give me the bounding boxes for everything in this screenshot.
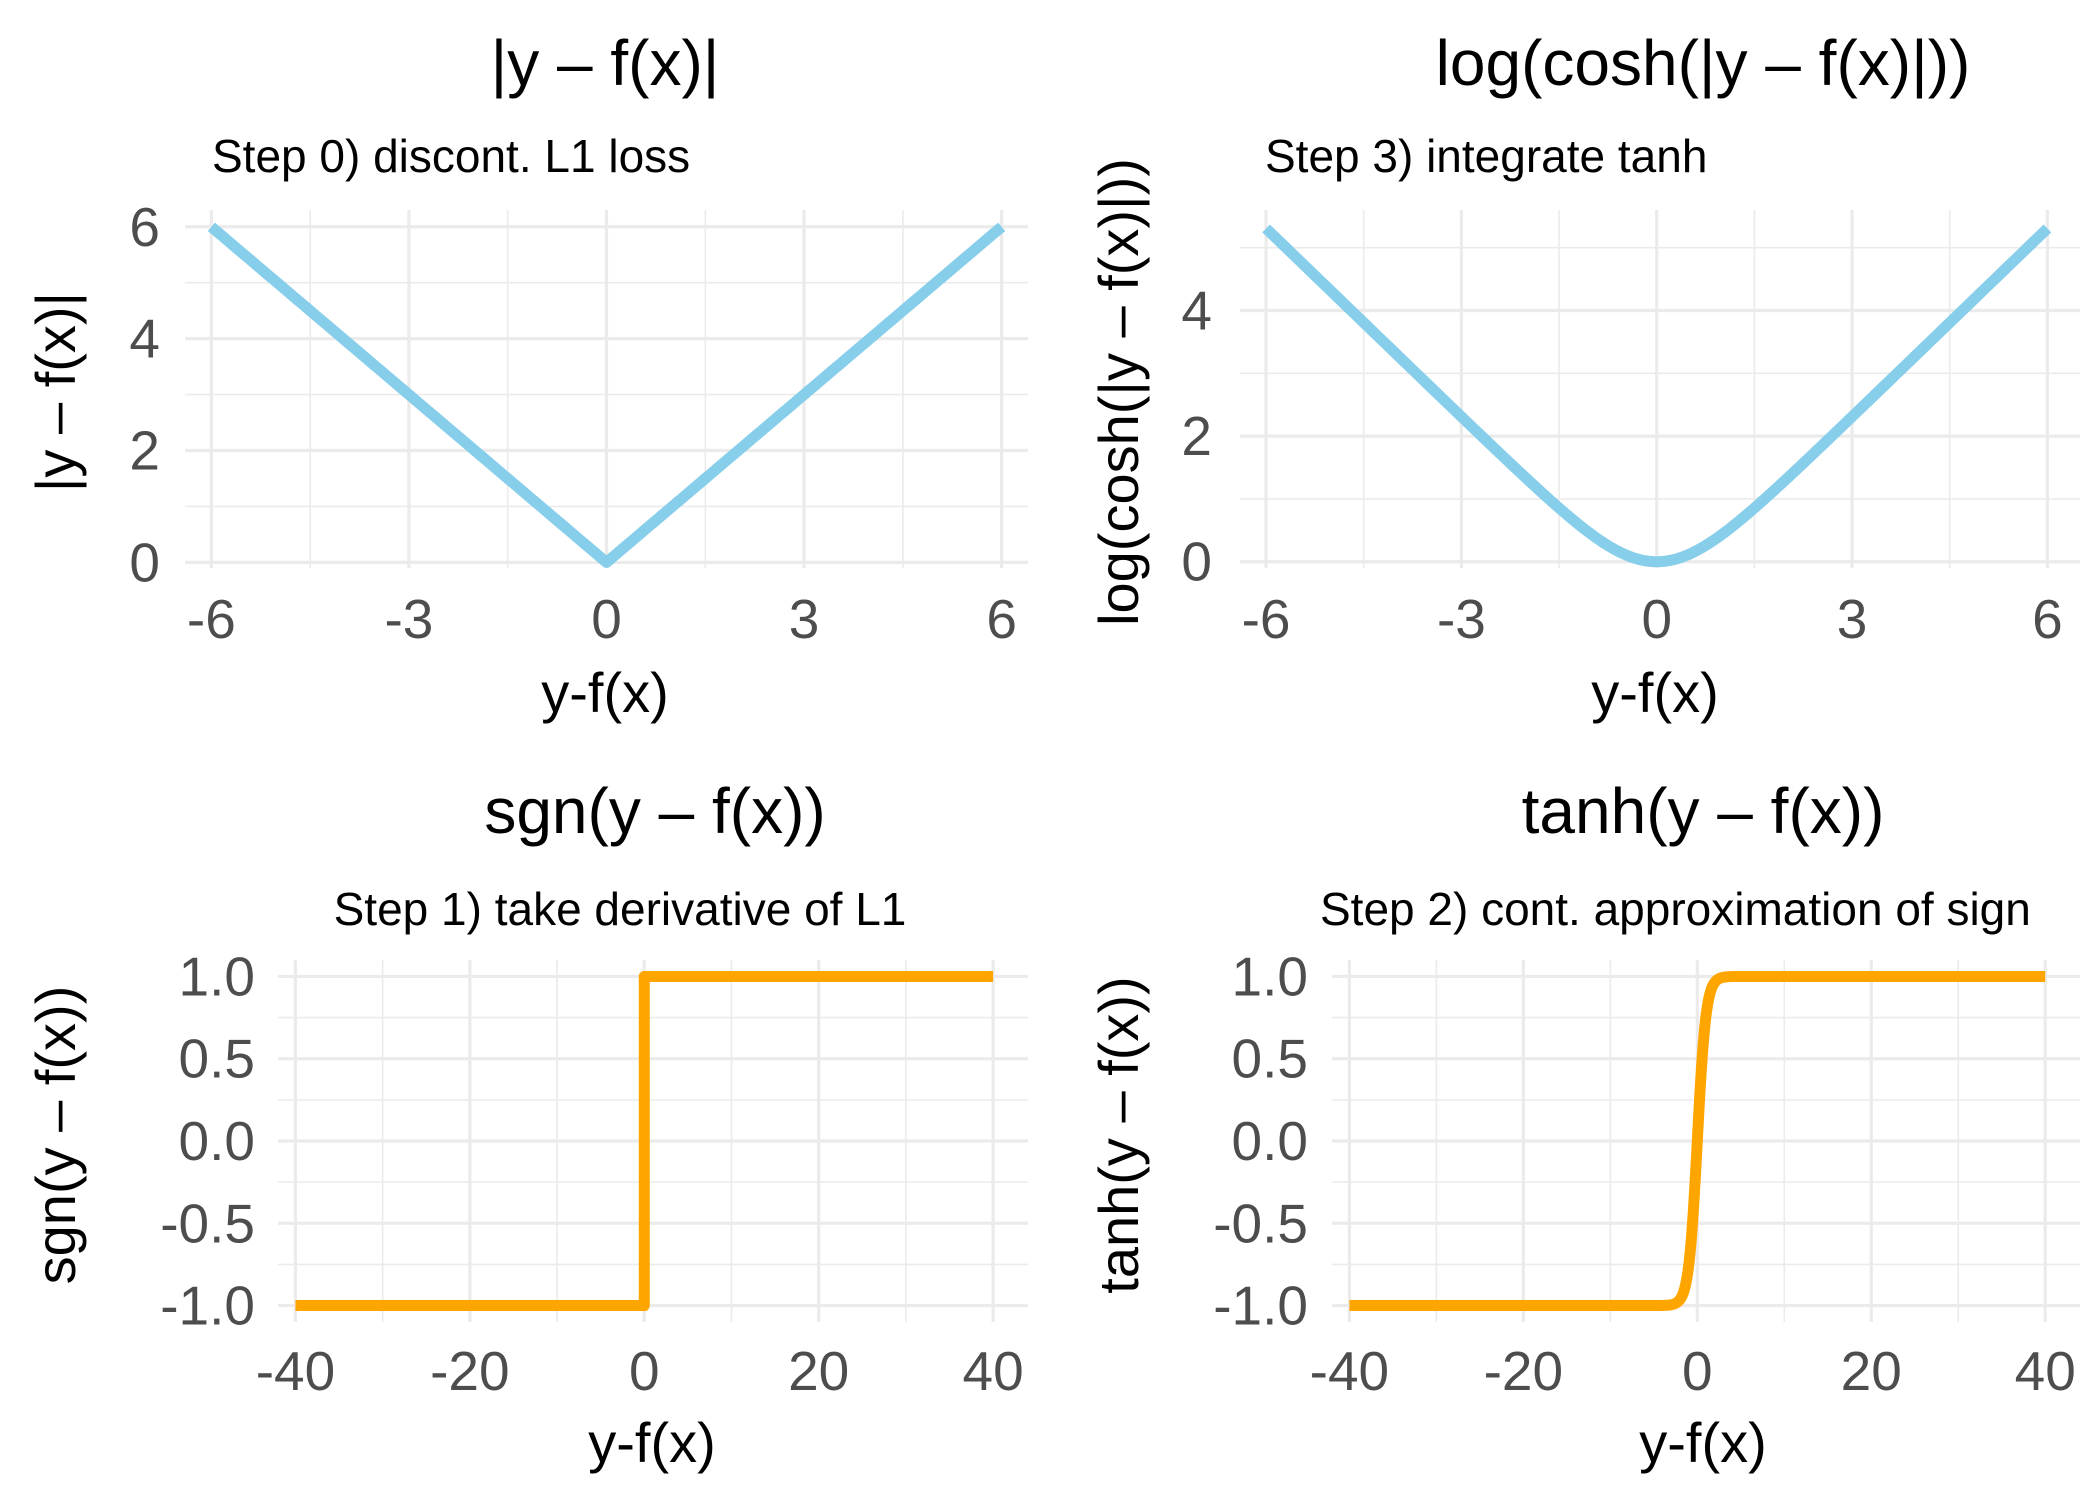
panel-1: -6 -3 0 3 6 0 2 4 6 |y – f(x)| Step 0) discont. L1… bbox=[24, 27, 1028, 724]
x-axis-label: y-f(x) bbox=[1639, 1411, 1767, 1474]
y-tick-label: -0.5 bbox=[1213, 1192, 1308, 1254]
x-tick-label: 20 bbox=[1841, 1340, 1902, 1402]
y-tick-label: 1.0 bbox=[179, 945, 255, 1007]
x-tick-label: -6 bbox=[187, 588, 236, 650]
x-tick-label: -3 bbox=[384, 588, 433, 650]
panel-2: -6 -3 0 3 6 0 2 4 log(cosh(|y – f(x)|)) Step 3) i… bbox=[1087, 27, 2080, 724]
x-tick-label: 20 bbox=[788, 1340, 849, 1402]
panel-title: tanh(y – f(x)) bbox=[1522, 775, 1885, 847]
y-tick-label: 1.0 bbox=[1232, 945, 1308, 1007]
y-tick-label: 4 bbox=[129, 308, 160, 370]
x-tick-label: -40 bbox=[1310, 1340, 1390, 1402]
x-tick-label: 0 bbox=[629, 1340, 660, 1402]
y-tick-label: 0.5 bbox=[179, 1028, 255, 1090]
panel-subtitle: Step 1) take derivative of L1 bbox=[334, 883, 907, 935]
y-tick-label: 2 bbox=[1181, 405, 1212, 467]
panel-3: -40 -20 0 20 40 -1.0 -0.5 0.0 0.5 1.0 sgn(y – f(x)… bbox=[24, 775, 1028, 1474]
panel-title: sgn(y – f(x)) bbox=[484, 775, 825, 847]
panel-title: |y – f(x)| bbox=[491, 27, 720, 99]
x-axis-label: y-f(x) bbox=[541, 661, 669, 724]
x-tick-label: 6 bbox=[986, 588, 1017, 650]
x-tick-label: 40 bbox=[963, 1340, 1024, 1402]
x-axis-label: y-f(x) bbox=[588, 1411, 716, 1474]
series-line bbox=[207, 222, 1006, 568]
x-tick-label: 40 bbox=[2015, 1340, 2076, 1402]
x-tick-label: -6 bbox=[1242, 588, 1291, 650]
y-tick-label: 2 bbox=[129, 420, 160, 482]
y-tick-label: 6 bbox=[129, 196, 160, 258]
y-tick-label: 0.5 bbox=[1232, 1028, 1308, 1090]
y-tick-label: -1.0 bbox=[160, 1275, 255, 1337]
x-axis-label: y-f(x) bbox=[1591, 661, 1719, 724]
x-tick-label: -20 bbox=[430, 1340, 510, 1402]
series-line bbox=[295, 970, 994, 1312]
panel-subtitle: Step 2) cont. approximation of sign bbox=[1320, 883, 2031, 935]
x-tick-label: -20 bbox=[1484, 1340, 1564, 1402]
panel-subtitle: Step 3) integrate tanh bbox=[1265, 130, 1707, 182]
panel-subtitle: Step 0) discont. L1 loss bbox=[212, 130, 690, 182]
series-line bbox=[1261, 224, 2052, 568]
y-tick-label: 4 bbox=[1181, 279, 1212, 341]
x-tick-label: 0 bbox=[1641, 588, 1672, 650]
x-tick-label: 0 bbox=[591, 588, 622, 650]
y-tick-label: 0 bbox=[1181, 531, 1212, 593]
x-tick-label: 3 bbox=[1837, 588, 1868, 650]
y-tick-label: 0.0 bbox=[1232, 1110, 1308, 1172]
x-tick-label: 3 bbox=[789, 588, 820, 650]
series-line bbox=[1345, 970, 2050, 1312]
x-tick-label: -40 bbox=[256, 1340, 336, 1402]
y-tick-label: 0.0 bbox=[179, 1110, 255, 1172]
y-tick-label: 0 bbox=[129, 531, 160, 593]
panel-4: -40 -20 0 20 40 -1.0 -0.5 0.0 0.5 1.0 tanh(y – f(x… bbox=[1087, 775, 2080, 1474]
y-axis-label: sgn(y – f(x)) bbox=[24, 986, 87, 1285]
y-axis-label: |y – f(x)| bbox=[24, 292, 87, 492]
y-tick-label: -0.5 bbox=[160, 1192, 255, 1254]
y-axis-label: tanh(y – f(x)) bbox=[1087, 976, 1150, 1293]
y-tick-label: -1.0 bbox=[1213, 1275, 1308, 1337]
x-tick-label: -3 bbox=[1437, 588, 1486, 650]
panel-title: log(cosh(|y – f(x)|)) bbox=[1436, 27, 1971, 99]
y-axis-label: log(cosh(|y – f(x)|)) bbox=[1087, 158, 1150, 626]
x-tick-label: 6 bbox=[2032, 588, 2063, 650]
x-tick-label: 0 bbox=[1682, 1340, 1713, 1402]
